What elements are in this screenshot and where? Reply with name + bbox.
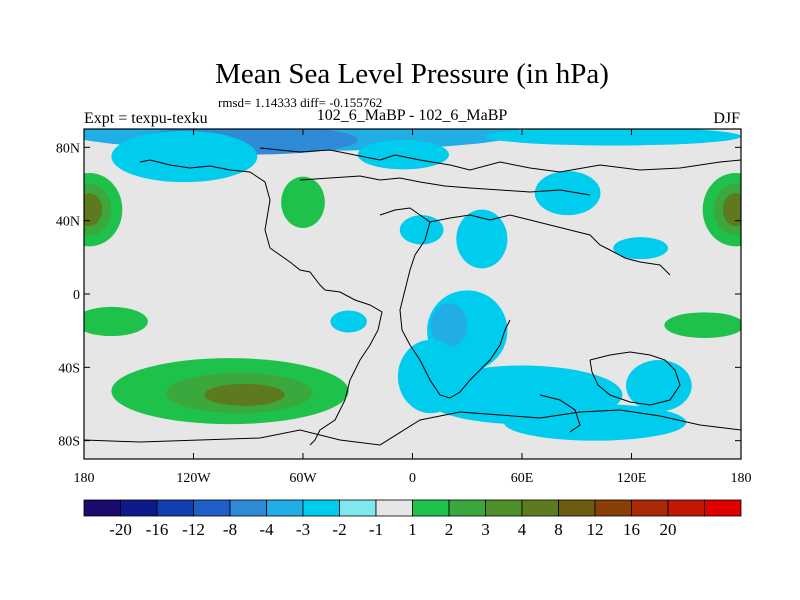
- colorbar-label: -20: [109, 520, 132, 539]
- chart-title: Mean Sea Level Pressure (in hPa): [215, 58, 609, 90]
- x-tick-label: 60W: [289, 471, 317, 486]
- colorbar-swatch: [83, 499, 121, 517]
- colorbar-label: 3: [481, 520, 490, 539]
- coastline-asia-interior: [299, 175, 591, 196]
- anomaly-region: [456, 209, 508, 269]
- colorbar-swatch: [448, 499, 486, 517]
- y-tick-label: 40S: [58, 361, 80, 376]
- colorbar-label: -1: [369, 520, 383, 539]
- anomaly-region: [357, 140, 449, 170]
- x-tick-label: 120E: [617, 471, 647, 486]
- anomaly-regions: [84, 129, 741, 441]
- comparison-label: 102_6_MaBP - 102_6_MaBP: [317, 107, 508, 124]
- colorbar-label: -12: [182, 520, 205, 539]
- colorbar-label: 4: [518, 520, 527, 539]
- colorbar-label: -2: [332, 520, 346, 539]
- anomaly-region: [330, 310, 367, 333]
- colorbar-label: -8: [223, 520, 237, 539]
- x-tick-label: 180: [731, 471, 752, 486]
- colorbar-label: 12: [587, 520, 604, 539]
- colorbar-swatch: [704, 499, 742, 517]
- y-axis: 80N 40N 0 40S 80S: [56, 141, 741, 450]
- colorbar-swatch: [521, 499, 559, 517]
- anomaly-region: [664, 312, 741, 338]
- x-axis: 180 120W 60W 0 60E 120E 180: [74, 129, 752, 486]
- colorbar-swatch: [375, 499, 413, 517]
- colorbar-swatch: [266, 499, 304, 517]
- colorbar-swatch: [302, 499, 340, 517]
- colorbar-swatch: [156, 499, 194, 517]
- coastline-eurasia: [429, 214, 671, 276]
- anomaly-region: [626, 360, 692, 412]
- anomaly-region: [722, 193, 741, 227]
- anomaly-region: [84, 306, 148, 337]
- colorbar-swatch: [412, 499, 450, 517]
- colorbar-label: 1: [408, 520, 417, 539]
- x-tick-label: 60E: [511, 471, 534, 486]
- experiment-label: Expt = texpu-texku: [84, 110, 208, 127]
- anomaly-region: [485, 129, 741, 146]
- anomaly-region: [204, 383, 285, 406]
- stats-label: rmsd= 1.14333 diff= -0.155762: [218, 95, 382, 110]
- coastline-arctic: [259, 147, 741, 173]
- colorbar-swatch: [631, 499, 669, 517]
- y-tick-label: 80S: [58, 435, 80, 450]
- colorbar-label: -4: [259, 520, 274, 539]
- coastlines: [84, 147, 741, 446]
- coastline-north-america: [139, 159, 326, 291]
- colorbar-swatch: [558, 499, 596, 517]
- anomaly-region: [430, 303, 468, 348]
- coastline-south-america: [309, 289, 383, 446]
- y-tick-label: 40N: [56, 215, 80, 230]
- anomaly-region: [534, 171, 601, 216]
- colorbar-swatch: [485, 499, 523, 517]
- colorbar-swatch: [667, 499, 705, 517]
- colorbar-label: 20: [660, 520, 677, 539]
- anomaly-region: [84, 193, 103, 227]
- colorbar-label: 2: [445, 520, 454, 539]
- anomaly-region: [281, 176, 325, 228]
- map-area: [83, 128, 742, 460]
- colorbar-label: -16: [146, 520, 169, 539]
- coastline-africa-west: [379, 207, 431, 331]
- anomaly-region: [399, 215, 444, 245]
- colorbar-label: 16: [623, 520, 640, 539]
- colorbar: -20 -16 -12 -8 -4 -3 -2 -1 1 2 3 4 8 12 16 20: [83, 499, 742, 539]
- colorbar-label: -3: [296, 520, 310, 539]
- coastline-australia: [589, 351, 681, 406]
- anomaly-region: [613, 237, 668, 260]
- colorbar-label: 8: [554, 520, 563, 539]
- anomaly-region: [111, 130, 258, 183]
- x-tick-label: 180: [74, 471, 95, 486]
- y-tick-label: 80N: [56, 141, 80, 156]
- colorbar-swatch: [594, 499, 632, 517]
- colorbar-swatch: [193, 499, 231, 517]
- colorbar-swatch: [339, 499, 377, 517]
- coastline-southern-isles: [539, 394, 581, 433]
- colorbar-swatch: [229, 499, 267, 517]
- x-tick-label: 120W: [176, 471, 211, 486]
- y-tick-label: 0: [73, 288, 80, 303]
- colorbar-swatch: [120, 499, 158, 517]
- x-tick-label: 0: [409, 471, 416, 486]
- season-label: DJF: [713, 110, 740, 127]
- coastline-africa-south: [401, 319, 511, 399]
- coastline-antarctica: [84, 409, 741, 446]
